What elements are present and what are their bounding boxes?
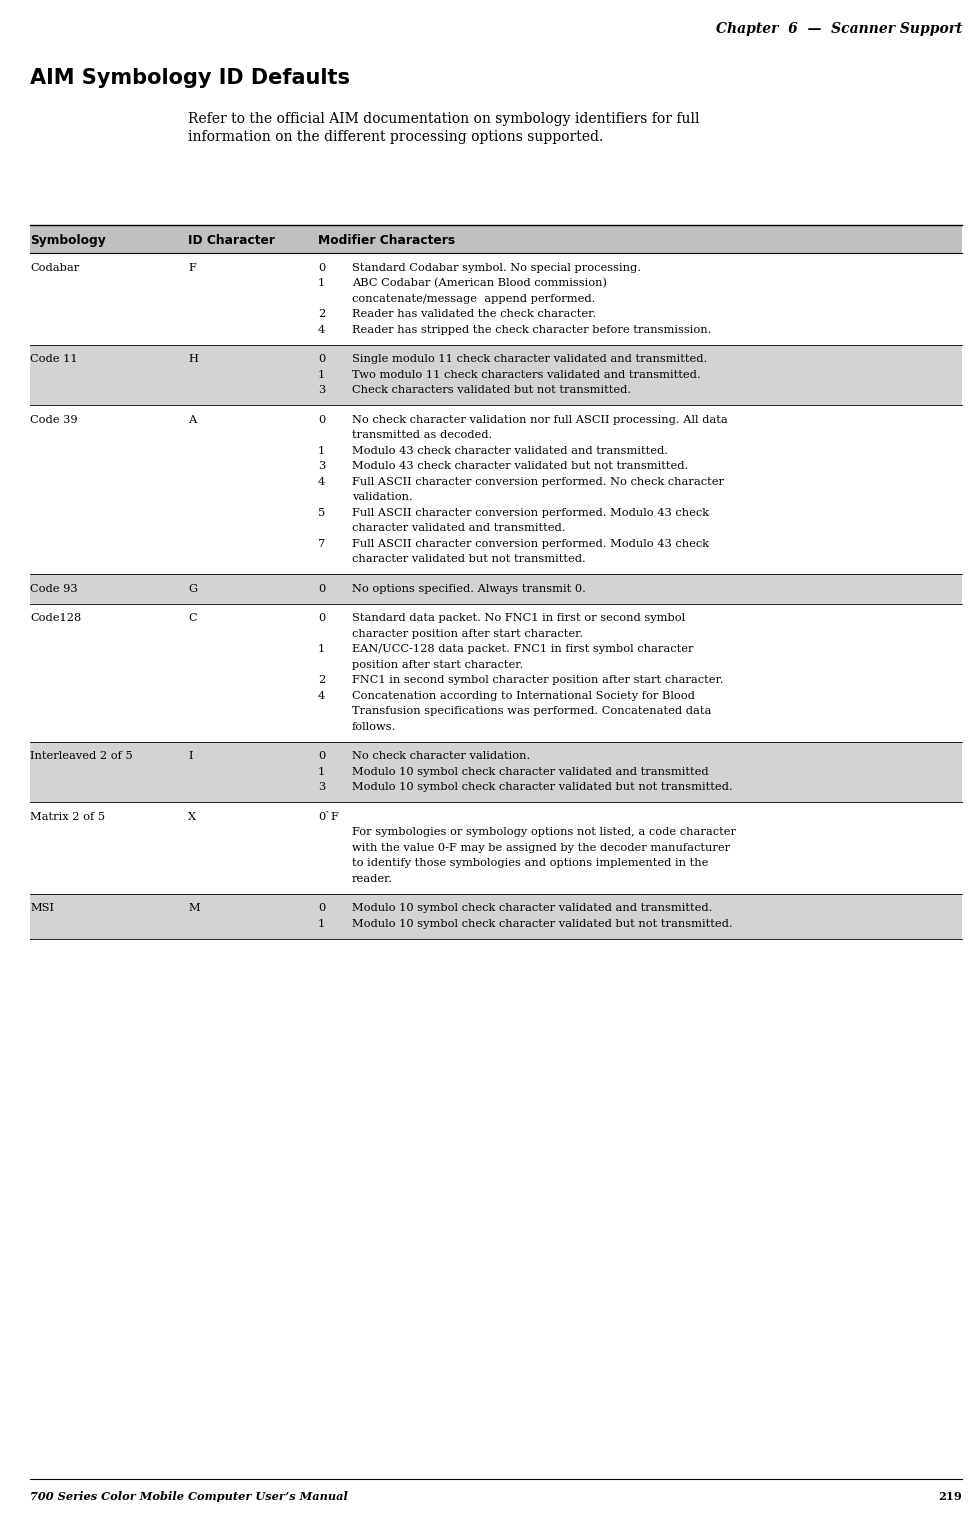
Text: AIM Symbology ID Defaults: AIM Symbology ID Defaults	[30, 68, 350, 88]
Text: 7: 7	[318, 539, 325, 548]
Bar	[30, 574, 962, 603]
Text: Symbology: Symbology	[30, 234, 105, 248]
Text: C: C	[188, 614, 196, 623]
Text: M: M	[188, 904, 200, 913]
Text: 1: 1	[318, 919, 325, 928]
Text: Standard Codabar symbol. No special processing.: Standard Codabar symbol. No special proc…	[352, 263, 641, 273]
Text: H: H	[188, 354, 198, 365]
Text: concatenate/message  append performed.: concatenate/message append performed.	[352, 293, 595, 304]
Text: No options specified. Always transmit 0.: No options specified. Always transmit 0.	[352, 583, 586, 594]
Text: Check characters validated but not transmitted.: Check characters validated but not trans…	[352, 386, 631, 395]
Text: No check character validation.: No check character validation.	[352, 752, 530, 761]
Text: Full ASCII character conversion performed. Modulo 43 check: Full ASCII character conversion performe…	[352, 507, 709, 518]
Text: Reader has stripped the check character before transmission.: Reader has stripped the check character …	[352, 325, 712, 334]
Text: validation.: validation.	[352, 492, 413, 503]
Bar	[30, 254, 962, 345]
Text: Single modulo 11 check character validated and transmitted.: Single modulo 11 check character validat…	[352, 354, 708, 365]
Text: transmitted as decoded.: transmitted as decoded.	[352, 430, 492, 441]
Text: Code 11: Code 11	[30, 354, 78, 365]
Text: X: X	[188, 811, 196, 822]
Text: 3: 3	[318, 782, 325, 793]
Text: Reader has validated the check character.: Reader has validated the check character…	[352, 310, 596, 319]
Text: Modulo 10 symbol check character validated and transmitted: Modulo 10 symbol check character validat…	[352, 767, 709, 776]
Text: Modulo 43 check character validated but not transmitted.: Modulo 43 check character validated but …	[352, 462, 688, 471]
Text: Full ASCII character conversion performed. Modulo 43 check: Full ASCII character conversion performe…	[352, 539, 709, 548]
Text: 3: 3	[318, 386, 325, 395]
Text: 0`F: 0`F	[318, 811, 339, 822]
Bar	[30, 741, 962, 802]
Text: 4: 4	[318, 325, 325, 334]
Text: 5: 5	[318, 507, 325, 518]
Text: No check character validation nor full ASCII processing. All data: No check character validation nor full A…	[352, 415, 728, 425]
Text: 0: 0	[318, 354, 325, 365]
Text: information on the different processing options supported.: information on the different processing …	[188, 131, 603, 144]
Text: 0: 0	[318, 752, 325, 761]
Text: Modulo 10 symbol check character validated and transmitted.: Modulo 10 symbol check character validat…	[352, 904, 712, 913]
Text: Matrix 2 of 5: Matrix 2 of 5	[30, 811, 105, 822]
Bar	[30, 802, 962, 893]
Text: Refer to the official AIM documentation on symbology identifiers for full: Refer to the official AIM documentation …	[188, 112, 700, 126]
Text: 0: 0	[318, 583, 325, 594]
Text: to identify those symbologies and options implemented in the: to identify those symbologies and option…	[352, 858, 709, 869]
Text: Code128: Code128	[30, 614, 81, 623]
Text: 2: 2	[318, 676, 325, 685]
Text: MSI: MSI	[30, 904, 54, 913]
Bar	[30, 225, 962, 254]
Text: Modifier Characters: Modifier Characters	[318, 234, 455, 248]
Text: 4: 4	[318, 477, 325, 486]
Text: character position after start character.: character position after start character…	[352, 629, 583, 639]
Text: 2: 2	[318, 310, 325, 319]
Text: For symbologies or symbology options not listed, a code character: For symbologies or symbology options not…	[352, 828, 736, 837]
Text: 1: 1	[318, 278, 325, 289]
Text: character validated and transmitted.: character validated and transmitted.	[352, 523, 565, 533]
Bar	[30, 893, 962, 939]
Text: Modulo 10 symbol check character validated but not transmitted.: Modulo 10 symbol check character validat…	[352, 919, 733, 928]
Text: Transfusion specifications was performed. Concatenated data: Transfusion specifications was performed…	[352, 706, 712, 717]
Text: 1: 1	[318, 445, 325, 456]
Text: ABC Codabar (American Blood commission): ABC Codabar (American Blood commission)	[352, 278, 607, 289]
Text: position after start character.: position after start character.	[352, 659, 523, 670]
Text: Interleaved 2 of 5: Interleaved 2 of 5	[30, 752, 133, 761]
Text: 1: 1	[318, 644, 325, 655]
Text: 0: 0	[318, 415, 325, 425]
Text: reader.: reader.	[352, 873, 393, 884]
Text: I: I	[188, 752, 192, 761]
Bar	[30, 603, 962, 741]
Text: 0: 0	[318, 263, 325, 273]
Text: FNC1 in second symbol character position after start character.: FNC1 in second symbol character position…	[352, 676, 723, 685]
Text: 0: 0	[318, 614, 325, 623]
Text: 3: 3	[318, 462, 325, 471]
Bar	[30, 406, 962, 574]
Text: A: A	[188, 415, 196, 425]
Text: Chapter  6  —  Scanner Support: Chapter 6 — Scanner Support	[715, 21, 962, 36]
Text: 0: 0	[318, 904, 325, 913]
Text: 700 Series Color Mobile Computer User’s Manual: 700 Series Color Mobile Computer User’s …	[30, 1492, 347, 1502]
Text: 4: 4	[318, 691, 325, 700]
Text: 1: 1	[318, 369, 325, 380]
Text: Codabar: Codabar	[30, 263, 79, 273]
Text: Code 93: Code 93	[30, 583, 78, 594]
Text: EAN/UCC-128 data packet. FNC1 in first symbol character: EAN/UCC-128 data packet. FNC1 in first s…	[352, 644, 694, 655]
Text: Code 39: Code 39	[30, 415, 78, 425]
Text: Modulo 10 symbol check character validated but not transmitted.: Modulo 10 symbol check character validat…	[352, 782, 733, 793]
Text: character validated but not transmitted.: character validated but not transmitted.	[352, 554, 586, 564]
Text: F: F	[188, 263, 196, 273]
Text: G: G	[188, 583, 197, 594]
Text: Full ASCII character conversion performed. No check character: Full ASCII character conversion performe…	[352, 477, 724, 486]
Text: Modulo 43 check character validated and transmitted.: Modulo 43 check character validated and …	[352, 445, 668, 456]
Bar	[30, 345, 962, 406]
Text: ID Character: ID Character	[188, 234, 275, 248]
Text: follows.: follows.	[352, 722, 396, 732]
Text: 219: 219	[938, 1492, 962, 1502]
Text: with the value 0-F may be assigned by the decoder manufacturer: with the value 0-F may be assigned by th…	[352, 843, 730, 852]
Text: Two modulo 11 check characters validated and transmitted.: Two modulo 11 check characters validated…	[352, 369, 701, 380]
Text: Concatenation according to International Society for Blood: Concatenation according to International…	[352, 691, 695, 700]
Text: Standard data packet. No FNC1 in first or second symbol: Standard data packet. No FNC1 in first o…	[352, 614, 685, 623]
Text: 1: 1	[318, 767, 325, 776]
